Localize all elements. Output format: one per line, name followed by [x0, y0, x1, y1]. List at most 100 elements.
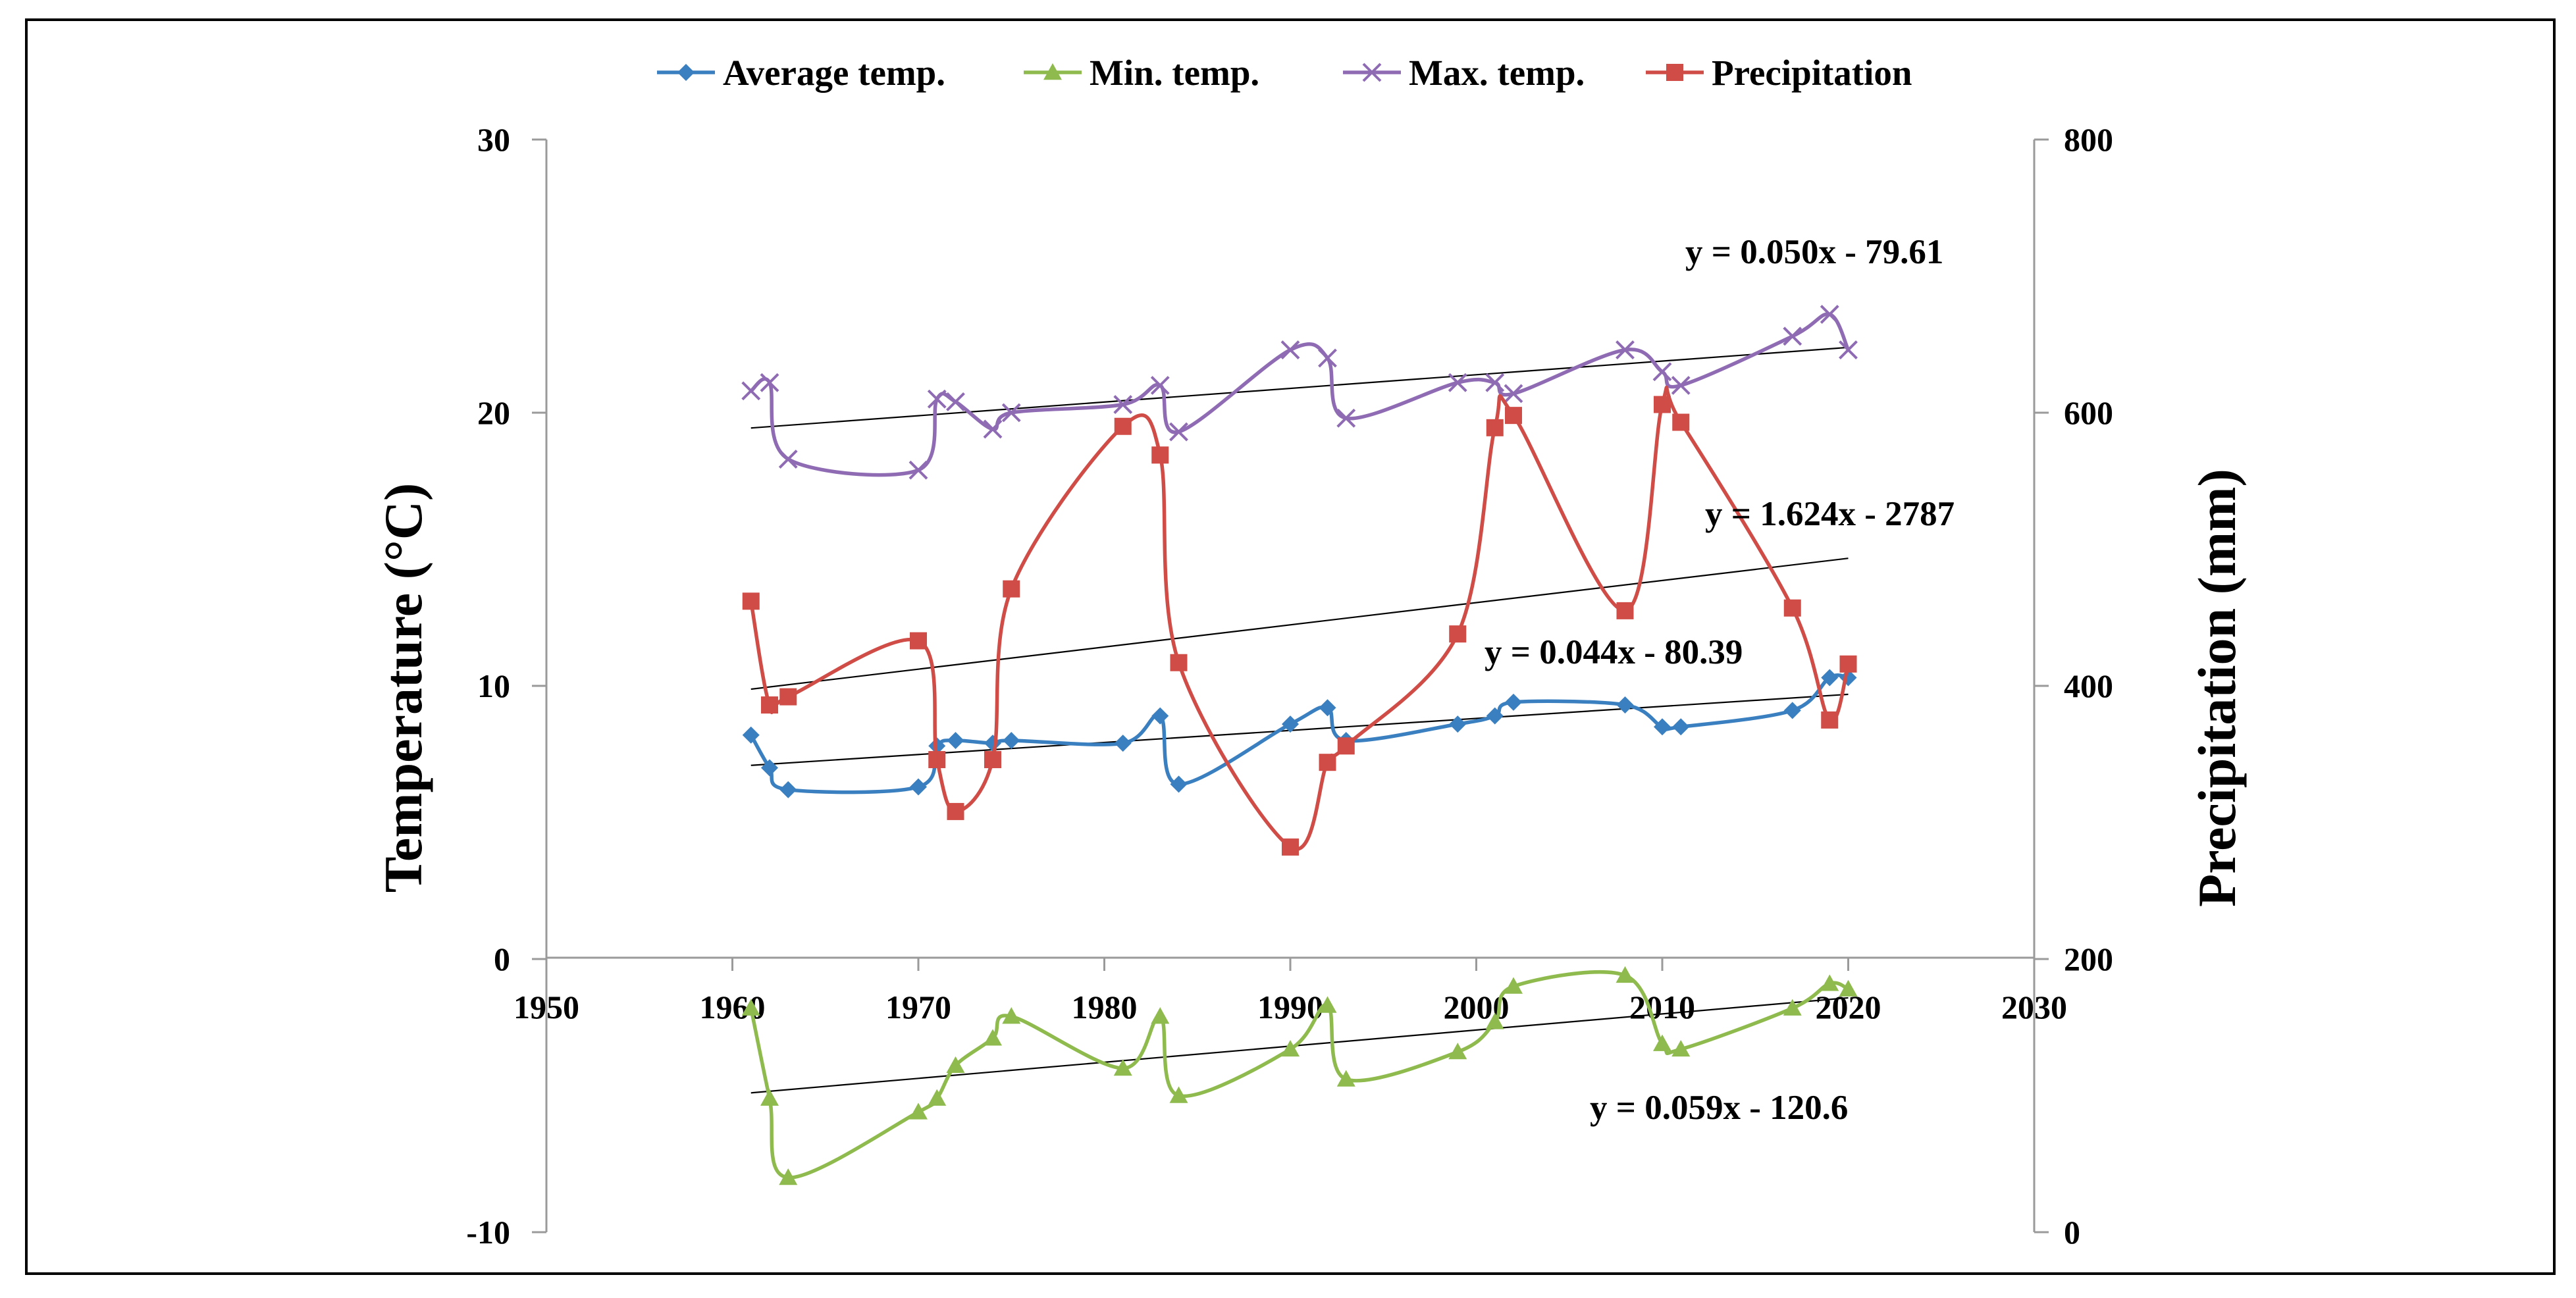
- data-point-max-temp: [1169, 422, 1188, 442]
- trend-equation-label: y = 0.050x - 79.61: [1685, 233, 1943, 271]
- data-point-average-temp: [1319, 699, 1336, 717]
- trend-equations: y = 0.050x - 79.61 y = 1.624x - 2787 y = 0…: [1485, 233, 1955, 1127]
- x-marker-stroke: [778, 450, 798, 469]
- data-point-min-temp: [1151, 1007, 1170, 1024]
- x-tick-label: 1990: [1257, 989, 1323, 1025]
- data-point-max-temp: [1150, 376, 1170, 395]
- x-marker-stroke: [946, 392, 965, 411]
- x-marker-stroke: [1839, 340, 1858, 359]
- data-point-precipitation: [1783, 599, 1801, 617]
- y2-axis-title: Precipitation (mm): [2187, 469, 2247, 907]
- y-tick-label: 30: [477, 121, 510, 158]
- data-point-min-temp: [1783, 999, 1802, 1016]
- x-marker-stroke: [927, 389, 947, 409]
- legend: Average temp. Min. temp. Max. temp. Precipi…: [657, 53, 1912, 93]
- data-point-max-temp: [1504, 384, 1523, 403]
- x-marker-stroke: [908, 460, 928, 480]
- data-point-average-temp: [1783, 702, 1801, 719]
- data-point-average-temp: [1003, 732, 1020, 749]
- data-point-max-temp: [1839, 340, 1858, 359]
- data-point-min-temp: [1318, 996, 1337, 1013]
- x-marker-stroke: [1616, 340, 1635, 359]
- legend-label: Min. temp.: [1090, 53, 1259, 93]
- data-point-precipitation: [1282, 838, 1299, 856]
- x-tick-label: 1970: [885, 989, 951, 1025]
- x-marker-stroke: [1362, 63, 1382, 82]
- data-point-min-temp: [1616, 966, 1635, 983]
- y-tick-label: 0: [494, 941, 510, 977]
- trendline-min-temp: [750, 997, 1849, 1094]
- x-marker-stroke: [1336, 408, 1356, 428]
- y-tick-label: -10: [466, 1214, 510, 1251]
- legend-marker: [1362, 63, 1382, 82]
- data-point-max-temp: [946, 392, 965, 411]
- series-min-temp: [741, 966, 1858, 1185]
- x-marker-stroke: [1169, 422, 1188, 442]
- data-point-average-temp: [1114, 735, 1132, 752]
- data-point-max-temp: [927, 389, 947, 409]
- data-point-min-temp: [1448, 1043, 1467, 1060]
- data-point-min-temp: [1281, 1039, 1300, 1057]
- x-tick-label: 1950: [513, 989, 579, 1025]
- data-point-average-temp: [1282, 715, 1299, 733]
- data-point-average-temp: [742, 726, 760, 744]
- data-point-average-temp: [779, 781, 797, 798]
- data-point-precipitation: [742, 592, 760, 610]
- y2-tick-label: 600: [2064, 394, 2113, 431]
- data-point-average-temp: [947, 732, 964, 749]
- data-point-min-temp: [946, 1056, 965, 1074]
- trend-equation-label: y = 1.624x - 2787: [1705, 495, 1955, 533]
- legend-item-average-temp: Average temp.: [657, 53, 945, 93]
- trend-equation-label: y = 0.059x - 120.6: [1590, 1089, 1848, 1127]
- x-marker-stroke: [1113, 395, 1133, 414]
- data-point-precipitation: [984, 751, 1001, 769]
- series-max-temp: [741, 305, 1858, 480]
- data-point-average-temp: [1654, 718, 1671, 736]
- data-point-max-temp: [1671, 376, 1691, 395]
- data-point-min-temp: [909, 1103, 928, 1120]
- y-axis-title: Temperature (°C): [373, 483, 433, 893]
- data-point-max-temp: [778, 450, 798, 469]
- data-point-min-temp: [1820, 974, 1839, 991]
- x-marker-stroke: [983, 419, 1003, 439]
- x-marker-stroke: [1150, 376, 1170, 395]
- data-point-average-temp: [1821, 669, 1839, 687]
- legend-item-min-temp: Min. temp.: [1024, 53, 1259, 93]
- data-point-max-temp: [1001, 403, 1021, 423]
- x-marker-stroke: [1671, 376, 1691, 395]
- data-point-precipitation: [1839, 655, 1857, 673]
- x-marker-stroke: [741, 381, 761, 401]
- y-tick-label: 10: [477, 667, 510, 704]
- legend-label: Max. temp.: [1409, 53, 1585, 93]
- x-marker-stroke: [1652, 362, 1672, 382]
- data-point-max-temp: [1318, 348, 1337, 368]
- data-point-min-temp: [779, 1168, 798, 1185]
- data-point-precipitation: [1114, 417, 1132, 435]
- data-point-precipitation: [1170, 654, 1188, 671]
- series-lines: [741, 305, 1858, 1185]
- data-point-min-temp: [1002, 1007, 1021, 1024]
- x-marker-stroke: [1820, 305, 1839, 324]
- data-point-max-temp: [1783, 326, 1802, 346]
- data-point-max-temp: [983, 419, 1003, 439]
- x-marker-stroke: [1485, 373, 1505, 392]
- legend-marker: [1666, 64, 1683, 81]
- x-marker-stroke: [1001, 403, 1021, 423]
- data-point-min-temp: [1839, 979, 1858, 997]
- data-point-average-temp: [1449, 715, 1467, 733]
- data-point-min-temp: [928, 1089, 947, 1106]
- data-point-min-temp: [760, 1089, 779, 1106]
- x-marker-stroke: [1318, 348, 1337, 368]
- data-point-average-temp: [1486, 707, 1504, 725]
- data-point-precipitation: [1319, 754, 1336, 771]
- x-tick-label: 2030: [2001, 989, 2067, 1025]
- data-point-max-temp: [1652, 362, 1672, 382]
- data-point-precipitation: [1654, 396, 1671, 413]
- x-tick-label: 1980: [1072, 989, 1138, 1025]
- legend-label: Precipitation: [1712, 53, 1912, 93]
- data-point-precipitation: [1672, 413, 1690, 431]
- legend-marker: [677, 64, 695, 81]
- data-point-precipitation: [928, 751, 946, 769]
- data-point-max-temp: [741, 381, 761, 401]
